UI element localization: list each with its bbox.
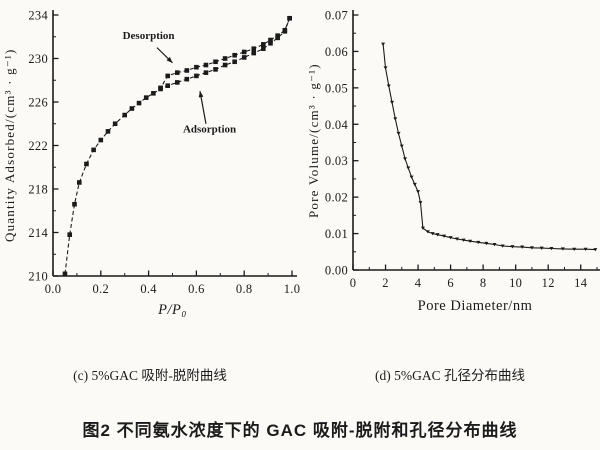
svg-text:0.07: 0.07 <box>325 9 348 23</box>
svg-text:6: 6 <box>447 276 454 290</box>
svg-text:230: 230 <box>28 52 48 66</box>
isotherm-xlabel: P/P₀ <box>158 302 187 318</box>
svg-text:214: 214 <box>28 226 48 240</box>
svg-text:2: 2 <box>382 276 389 290</box>
svg-text:Desorption: Desorption <box>123 30 175 42</box>
svg-text:0.04: 0.04 <box>325 118 349 132</box>
panel-c-caption: (c) 5%GAC 吸附-脱附曲线 <box>73 368 227 383</box>
svg-text:0.2: 0.2 <box>93 282 110 296</box>
svg-text:0.4: 0.4 <box>140 282 157 296</box>
svg-text:12: 12 <box>542 276 555 290</box>
figure-caption: 图2 不同氨水浓度下的 GAC 吸附-脱附和孔径分布曲线 <box>82 421 518 440</box>
svg-text:210: 210 <box>28 270 48 284</box>
svg-text:1.0: 1.0 <box>284 282 300 296</box>
pore-ylabel: Pore Volume/(cm³ · g⁻¹) <box>306 63 321 219</box>
panel-d-caption: (d) 5%GAC 孔径分布曲线 <box>375 368 525 383</box>
pore-distribution-chart: 0 2 4 6 8 10 12 14 0.00 0.01 0.02 0.03 0.04 0.05 0.06 0… <box>325 9 600 290</box>
svg-text:0.00: 0.00 <box>325 264 348 278</box>
svg-text:0.8: 0.8 <box>236 282 253 296</box>
svg-text:0.02: 0.02 <box>325 191 348 205</box>
svg-text:0.0: 0.0 <box>45 282 62 296</box>
svg-text:0.03: 0.03 <box>325 154 348 168</box>
svg-text:234: 234 <box>28 9 48 23</box>
svg-text:8: 8 <box>480 276 487 290</box>
svg-text:0: 0 <box>350 276 357 290</box>
isotherm-chart: 0.0 0.2 0.4 0.6 0.8 1.0 210 214 218 222 226 230 234 D… <box>28 9 300 297</box>
svg-text:226: 226 <box>28 96 48 110</box>
svg-text:0.6: 0.6 <box>188 282 205 296</box>
svg-text:0.05: 0.05 <box>325 81 348 95</box>
svg-text:0.06: 0.06 <box>325 45 348 59</box>
svg-text:4: 4 <box>415 276 422 290</box>
svg-text:Adsorption: Adsorption <box>183 123 236 135</box>
isotherm-ylabel: Quantity Adsorbed/(cm³ · g⁻¹) <box>2 48 17 242</box>
pore-xlabel: Pore Diameter/nm <box>417 298 533 314</box>
svg-text:10: 10 <box>509 276 522 290</box>
svg-text:218: 218 <box>28 183 48 197</box>
svg-text:222: 222 <box>28 139 48 153</box>
svg-text:14: 14 <box>574 276 588 290</box>
svg-text:0.01: 0.01 <box>325 227 348 241</box>
